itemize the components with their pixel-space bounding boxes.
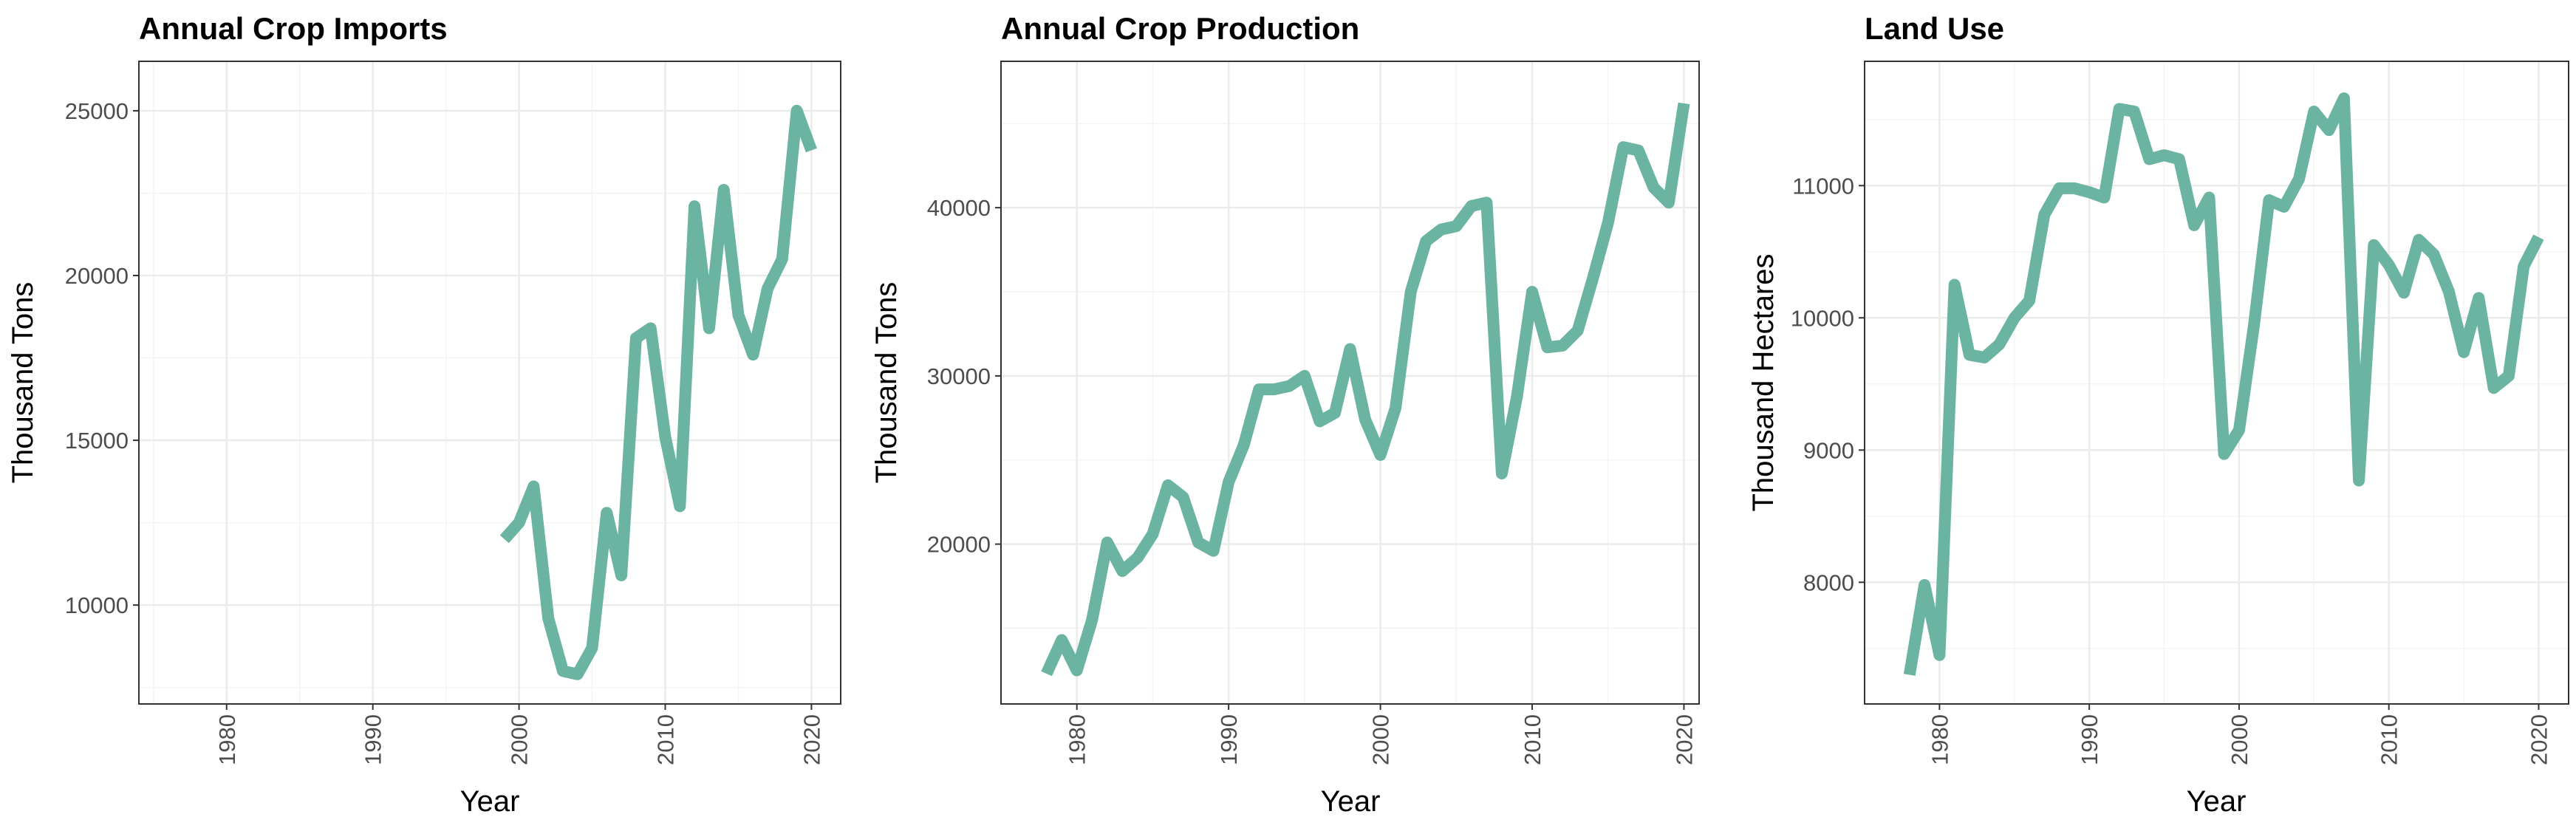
- x-axis-label: Year: [460, 785, 520, 818]
- x-tick-label: 2020: [1672, 714, 1698, 765]
- y-axis-label: Thousand Tons: [870, 282, 903, 484]
- x-tick-label: 2020: [2526, 714, 2552, 765]
- y-tick-label: 30000: [927, 363, 991, 389]
- x-tick-label: 1980: [1927, 714, 1953, 765]
- series-line: [1903, 92, 2544, 676]
- y-axis-label: Thousand Hectares: [1747, 253, 1780, 511]
- x-axis-ticks: 1980 1990 2000 2010 2020: [214, 704, 824, 765]
- x-tick-label: 1980: [214, 714, 240, 765]
- x-tick-label: 2000: [507, 714, 533, 765]
- chart-panel-imports: Annual Crop Imports 1980 1990 2000 2010 2020…: [7, 11, 841, 818]
- y-axis-ticks: 10000 15000 20000 25000: [65, 98, 139, 618]
- panel-border: [138, 61, 841, 705]
- y-axis-ticks: 20000 30000 40000: [927, 195, 1001, 558]
- y-axis-label: Thousand Tons: [7, 282, 39, 484]
- chart-title: Annual Crop Production: [1001, 11, 1359, 46]
- chart-panel-production: Annual Crop Production 1980 1990 2000 2010 2…: [870, 11, 1700, 818]
- series-line: [499, 104, 817, 680]
- y-axis-ticks: 8000 9000 10000 11000: [1791, 173, 1865, 595]
- chart-title: Annual Crop Imports: [139, 11, 448, 46]
- x-tick-label: 1990: [2077, 714, 2102, 765]
- x-tick-label: 1990: [361, 714, 386, 765]
- series-line: [1041, 102, 1690, 677]
- x-tick-label: 2010: [2377, 714, 2402, 765]
- y-tick-label: 10000: [1791, 305, 1854, 331]
- x-tick-label: 1980: [1065, 714, 1090, 765]
- x-axis-ticks: 1980 1990 2000 2010 2020: [1927, 704, 2552, 765]
- y-tick-label: 20000: [65, 263, 129, 289]
- x-tick-label: 1990: [1216, 714, 1242, 765]
- grid: [1001, 61, 1699, 704]
- x-axis-label: Year: [2187, 785, 2247, 818]
- grid: [1865, 61, 2569, 704]
- x-tick-label: 2000: [2227, 714, 2252, 765]
- x-tick-label: 2010: [1520, 714, 1545, 765]
- chart-title: Land Use: [1865, 11, 2004, 46]
- chart-panel-land-use: Land Use 1980 1990 2000 2010 2020 8000 9000 10…: [1747, 11, 2569, 818]
- y-tick-label: 40000: [927, 195, 991, 221]
- x-axis-ticks: 1980 1990 2000 2010 2020: [1065, 704, 1698, 765]
- x-tick-label: 2000: [1368, 714, 1394, 765]
- panel-border: [1864, 61, 2569, 705]
- x-tick-label: 2010: [653, 714, 679, 765]
- x-axis-label: Year: [1321, 785, 1381, 818]
- x-tick-label: 2020: [799, 714, 824, 765]
- y-tick-label: 9000: [1803, 437, 1854, 463]
- y-tick-label: 25000: [65, 98, 129, 124]
- grid: [139, 61, 841, 704]
- y-tick-label: 8000: [1803, 570, 1854, 595]
- panel-border: [1000, 61, 1700, 705]
- y-tick-label: 20000: [927, 532, 991, 558]
- y-tick-label: 11000: [1792, 173, 1854, 199]
- y-tick-label: 10000: [65, 592, 129, 618]
- y-tick-label: 15000: [65, 428, 129, 454]
